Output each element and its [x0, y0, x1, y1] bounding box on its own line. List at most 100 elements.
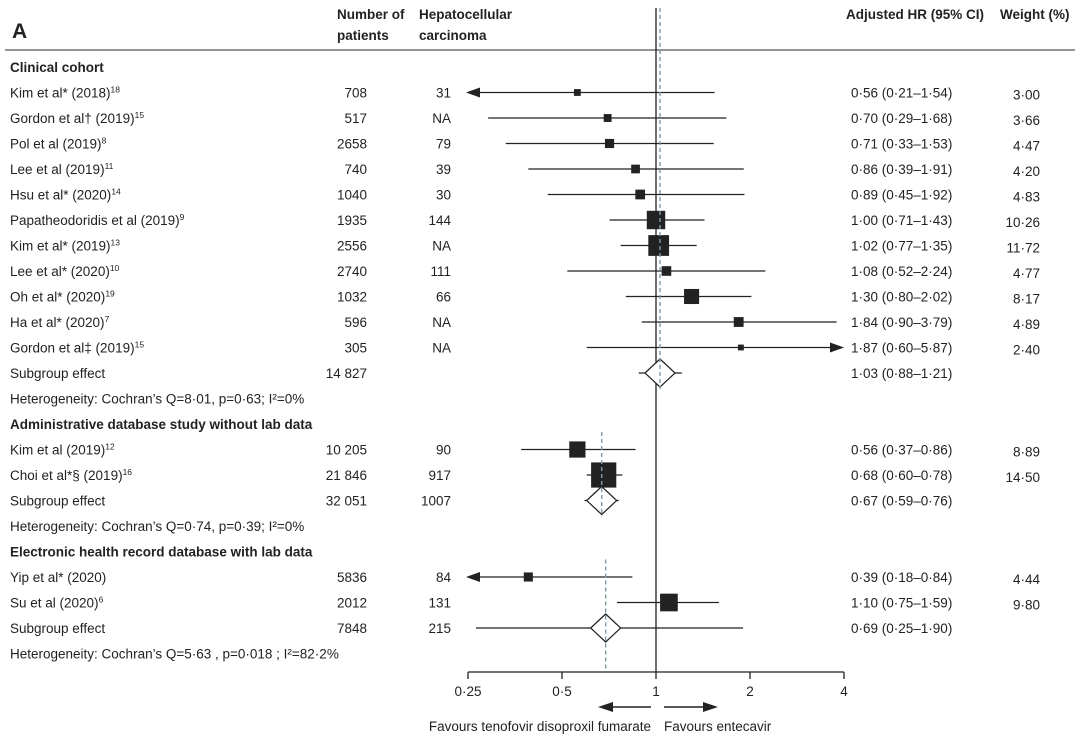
hr-ci-value: 1·00 (0·71–1·43) — [851, 213, 952, 228]
patients-value: 2556 — [337, 239, 367, 254]
favours-left-label: Favours tenofovir disoproxil fumarate — [429, 719, 651, 734]
hr-ci-value: 0·68 (0·60–0·78) — [851, 468, 952, 483]
patients-value: 1032 — [337, 290, 367, 305]
favours-right-arrow-icon — [703, 702, 718, 712]
x-tick-label: 4 — [840, 684, 848, 699]
point-estimate-square — [648, 235, 670, 256]
patients-value: 517 — [344, 111, 367, 126]
x-tick-label: 2 — [746, 684, 754, 699]
hcc-value: 39 — [436, 162, 451, 177]
ci-left-arrow — [466, 87, 480, 98]
point-estimate-square — [733, 317, 744, 327]
study-name: Papatheodoridis et al (2019) — [10, 213, 180, 228]
hr-ci-value: 1·84 (0·90–3·79) — [851, 315, 952, 330]
point-estimate-square — [684, 288, 700, 305]
subgroup-diamond — [589, 613, 622, 643]
weight-value: 8·17 — [1013, 292, 1040, 307]
ci-left-arrow — [466, 572, 480, 582]
patients-value: 14 827 — [326, 366, 367, 381]
study-label: Yip et al* (2020) — [10, 570, 106, 585]
col-header-weight: Weight (%) — [1000, 7, 1070, 22]
study-name: Lee et al* (2020) — [10, 264, 110, 279]
point-estimate-square — [523, 572, 533, 582]
patients-value: 596 — [344, 315, 367, 330]
study-reference: 8 — [102, 136, 107, 146]
weight-value: 9·80 — [1013, 598, 1040, 613]
study-reference: 16 — [123, 467, 133, 477]
weight-value: 4·20 — [1013, 164, 1040, 179]
study-label: Kim et al* (2018)18 — [10, 85, 120, 101]
hr-ci-value: 1·08 (0·52–2·24) — [851, 264, 952, 279]
col-header-hr: Adjusted HR (95% CI) — [846, 7, 984, 22]
study-name: Ha et al* (2020) — [10, 315, 105, 330]
plot-marks — [466, 8, 844, 672]
point-estimate-square — [661, 266, 672, 276]
x-tick-label: 0·5 — [552, 684, 572, 699]
study-label: Su et al (2020)6 — [10, 595, 104, 611]
study-name: Hsu et al* (2020) — [10, 188, 111, 203]
patients-value: 2012 — [337, 596, 367, 611]
study-label: Kim et al* (2019)13 — [10, 238, 120, 254]
hr-ci-value: 0·70 (0·29–1·68) — [851, 111, 952, 126]
hr-ci-value: 0·86 (0·39–1·91) — [851, 162, 952, 177]
study-name: Su et al (2020) — [10, 596, 99, 611]
hcc-value: 66 — [436, 290, 451, 305]
x-tick-label: 1 — [652, 684, 660, 699]
hcc-value: 31 — [436, 86, 451, 101]
hr-ci-value: 0·56 (0·21–1·54) — [851, 86, 952, 101]
heterogeneity-text: Heterogeneity: Cochran’s Q=5·63 , p=0·01… — [10, 647, 339, 662]
section-header: Electronic health record database with l… — [10, 545, 313, 560]
ci-right-arrow — [830, 342, 844, 353]
study-name: Choi et al*§ (2019) — [10, 468, 123, 483]
point-estimate-square — [737, 344, 744, 351]
point-estimate-square — [646, 210, 666, 230]
study-label: Ha et al* (2020)7 — [10, 314, 110, 330]
hr-ci-value: 0·67 (0·59–0·76) — [851, 494, 952, 509]
section-header: Administrative database study without la… — [10, 417, 313, 432]
point-estimate-square — [603, 114, 612, 122]
subgroup-label: Subgroup effect — [10, 366, 105, 381]
point-estimate-square — [660, 593, 678, 612]
weight-value: 8·89 — [1013, 445, 1040, 460]
patients-value: 708 — [344, 86, 367, 101]
study-reference: 15 — [135, 110, 145, 120]
weight-value: 4·47 — [1013, 139, 1040, 154]
study-name: Gordon et al† (2019) — [10, 111, 135, 126]
weight-value: 2·40 — [1013, 343, 1040, 358]
hcc-value: NA — [432, 315, 451, 330]
study-name: Kim et al* (2019) — [10, 239, 111, 254]
study-reference: 9 — [180, 212, 185, 222]
weight-value: 10·26 — [1005, 215, 1040, 230]
point-estimate-square — [591, 462, 617, 488]
hcc-value: 144 — [428, 213, 451, 228]
hcc-value: 30 — [436, 188, 451, 203]
point-estimate-square — [569, 441, 586, 458]
weight-value: 3·00 — [1013, 88, 1040, 103]
hcc-value: NA — [432, 239, 451, 254]
study-name: Pol et al (2019) — [10, 137, 102, 152]
weight-value: 14·50 — [1005, 470, 1040, 485]
study-label: Hsu et al* (2020)14 — [10, 187, 121, 203]
hcc-value: 90 — [436, 443, 451, 458]
col-header-hcc-1: Hepatocellular — [419, 7, 513, 22]
study-name: Gordon et al‡ (2019) — [10, 341, 135, 356]
weight-value: 4·77 — [1013, 266, 1040, 281]
hr-ci-value: 1·30 (0·80–2·02) — [851, 290, 952, 305]
hr-ci-value: 0·69 (0·25–1·90) — [851, 621, 952, 636]
weight-value: 4·44 — [1013, 572, 1041, 587]
study-reference: 10 — [110, 263, 120, 273]
study-label: Papatheodoridis et al (2019)9 — [10, 212, 185, 228]
study-label: Oh et al* (2020)19 — [10, 289, 115, 305]
patients-value: 21 846 — [326, 468, 367, 483]
patients-value: 1040 — [337, 188, 367, 203]
favours-right-label: Favours entecavir — [664, 719, 772, 734]
hr-ci-value: 0·89 (0·45–1·92) — [851, 188, 952, 203]
col-header-hcc-2: carcinoma — [419, 28, 487, 43]
study-label: Choi et al*§ (2019)16 — [10, 467, 132, 483]
study-label: Lee et al (2019)11 — [10, 161, 114, 177]
hcc-value: 1007 — [421, 494, 451, 509]
x-axis: 0·25 0·5 1 2 4 Favours tenofovir disoproxil f… — [429, 671, 848, 734]
study-label: Pol et al (2019)8 — [10, 136, 107, 152]
study-name: Oh et al* (2020) — [10, 290, 105, 305]
